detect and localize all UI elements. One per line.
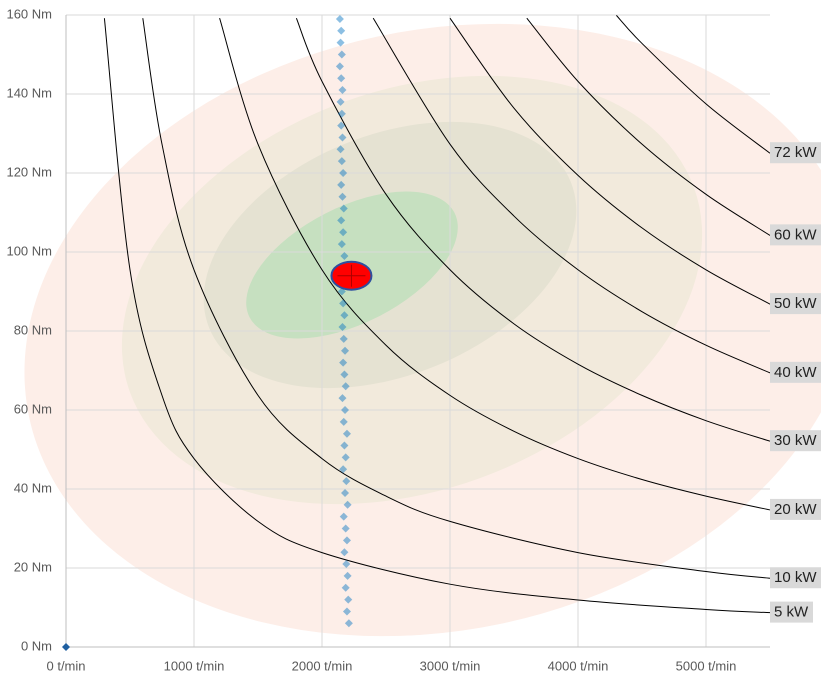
curve-label-box [770,498,821,520]
curve-label: 30 kW [774,432,817,449]
data-point [341,488,350,497]
origin-point [62,643,70,651]
curve-label-box [770,601,814,623]
data-point [341,453,350,462]
data-point [337,109,346,118]
data-point [337,26,346,35]
y-tick-label: 60 Nm [14,401,52,416]
curve-label: 20 kW [774,501,817,518]
data-point [340,370,349,379]
data-point [339,512,348,521]
data-point [343,571,352,580]
data-point [337,74,346,83]
data-point [344,595,353,604]
data-point [341,583,350,592]
data-point [339,417,348,426]
power-curve [219,18,771,511]
data-point [342,536,351,545]
data-point [338,133,347,142]
y-tick-label: 0 Nm [21,638,52,653]
data-point [337,157,346,166]
data-point [342,477,351,486]
data-point [342,607,351,616]
data-point [340,251,349,260]
power-curve [372,17,771,374]
x-tick-label: 0 t/min [46,658,85,673]
data-point [340,441,349,450]
data-point [337,180,346,189]
data-point [341,406,350,414]
data-point [339,228,348,237]
power-curve [295,17,771,442]
y-tick-label: 100 Nm [6,243,52,258]
curve-label: 60 kW [774,226,817,243]
power-curve [526,17,771,236]
curve-label: 5 kW [774,604,809,621]
data-point [336,38,345,47]
data-point [338,192,347,201]
data-point [341,382,350,391]
data-point [342,429,351,438]
curve-label: 50 kW [774,295,817,312]
curve-label-box [770,567,821,589]
data-point [338,86,347,95]
x-tick-label: 3000 t/min [420,658,481,673]
data-point [344,619,353,628]
data-point [339,334,348,343]
data-point [339,358,348,367]
data-point [342,560,351,569]
data-point [337,216,346,225]
curve-label-box [770,430,821,452]
data-point [338,394,347,403]
data-point [339,204,348,213]
x-tick-label: 2000 t/min [292,658,353,673]
data-point [337,50,346,59]
power-curve [103,18,771,614]
x-tick-label: 1000 t/min [164,658,225,673]
data-point [340,311,349,320]
data-point [341,346,350,355]
x-tick-label: 4000 t/min [548,658,609,673]
data-point [340,548,349,557]
curve-label-box [770,361,821,383]
power-curve [449,17,771,305]
y-tick-label: 80 Nm [14,322,52,337]
power-curve [142,18,771,579]
data-point [341,524,350,533]
data-point [336,97,345,106]
x-tick-label: 5000 t/min [676,658,737,673]
curve-label: 40 kW [774,364,817,381]
curve-label: 10 kW [774,569,817,586]
data-point [339,299,348,308]
data-point [337,121,346,130]
curve-label: 72 kW [774,144,817,161]
curve-label-box [770,142,821,164]
y-tick-label: 140 Nm [6,85,52,100]
data-point [343,500,352,509]
data-point [335,62,344,71]
data-point [339,169,348,177]
power-curve [616,15,771,154]
y-tick-label: 120 Nm [6,164,52,179]
data-point [337,240,346,249]
data-point [335,14,344,23]
y-tick-label: 40 Nm [14,480,52,495]
y-tick-label: 20 Nm [14,559,52,574]
data-point [336,145,345,154]
curve-label-box [770,224,821,246]
curve-label-box [770,293,821,315]
y-tick-label: 160 Nm [6,6,52,21]
data-point [339,465,348,474]
data-point [338,323,347,332]
